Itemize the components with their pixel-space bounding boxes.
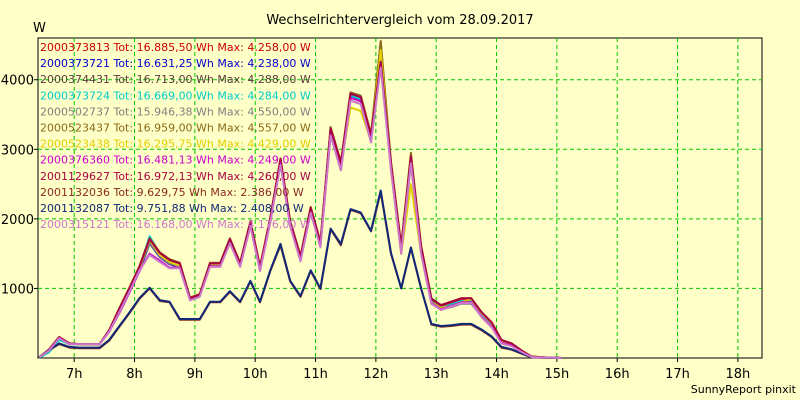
- x-tick-label: 13h: [424, 367, 449, 382]
- x-tick-label: 11h: [303, 367, 328, 382]
- x-tick-label: 9h: [187, 367, 204, 382]
- legend: 2000373813 Tot: 16.885,50 Wh Max: 4.258,…: [40, 41, 311, 231]
- legend-entry: 2001129627 Tot: 16.972,13 Wh Max: 4.260,…: [40, 170, 311, 183]
- series-line-2001132087: [38, 189, 562, 359]
- y-tick-label: 1000: [1, 282, 34, 297]
- plot-area: [37, 37, 763, 359]
- y-axis-unit: W: [33, 21, 46, 36]
- series-lines: [38, 40, 562, 359]
- series-line-2001129627: [38, 60, 562, 359]
- legend-entry: 2000374431 Tot: 16.713,00 Wh Max: 4.288,…: [40, 73, 311, 86]
- legend-entry: 2000315121 Tot: 16.168,00 Wh Max: 4.176,…: [40, 218, 311, 231]
- y-tick-label: 3000: [1, 143, 34, 158]
- legend-entry: 2000373721 Tot: 16.631,25 Wh Max: 4.238,…: [40, 57, 311, 70]
- legend-entry: 2000376360 Tot: 16.481,13 Wh Max: 4.249,…: [40, 154, 311, 167]
- legend-entry: 2001132036 Tot: 9.629,75 Wh Max: 2.386,0…: [40, 186, 304, 199]
- x-tick-label: 16h: [605, 367, 630, 382]
- y-axis-ticks: 1000 2000 3000 4000: [1, 74, 38, 297]
- x-tick-label: 15h: [544, 367, 569, 382]
- x-tick-label: 10h: [243, 367, 268, 382]
- x-tick-label: 7h: [66, 367, 83, 382]
- legend-entry: 2000373724 Tot: 16.669,00 Wh Max: 4.284,…: [40, 89, 311, 102]
- x-tick-label: 14h: [484, 367, 509, 382]
- legend-entry: 2000373813 Tot: 16.885,50 Wh Max: 4.258,…: [40, 41, 311, 54]
- x-axis-ticks: 7h 8h 9h 10h 11h 12h 13h 14h 15h 16h 17h 18h: [66, 358, 750, 382]
- y-tick-label: 2000: [1, 213, 34, 228]
- legend-entry: 2000523438 Tot: 16.295,75 Wh Max: 4.429,…: [40, 138, 311, 151]
- chart-title: Wechselrichtervergleich vom 28.09.2017: [266, 13, 533, 28]
- legend-entry: 2000523437 Tot: 16.959,00 Wh Max: 4.557,…: [40, 122, 311, 135]
- footer-credit: SunnyReport pinxit: [691, 383, 797, 396]
- x-tick-label: 8h: [126, 367, 143, 382]
- legend-entry: 2001132087 Tot: 9.751,88 Wh Max: 2.408,0…: [40, 202, 304, 215]
- x-tick-label: 17h: [665, 367, 690, 382]
- y-tick-label: 4000: [1, 74, 34, 89]
- series-line-2000315121: [38, 66, 562, 359]
- x-tick-label: 12h: [363, 367, 388, 382]
- x-tick-label: 18h: [725, 367, 750, 382]
- legend-entry: 2000502737 Tot: 15.946,38 Wh Max: 4.550,…: [40, 105, 311, 118]
